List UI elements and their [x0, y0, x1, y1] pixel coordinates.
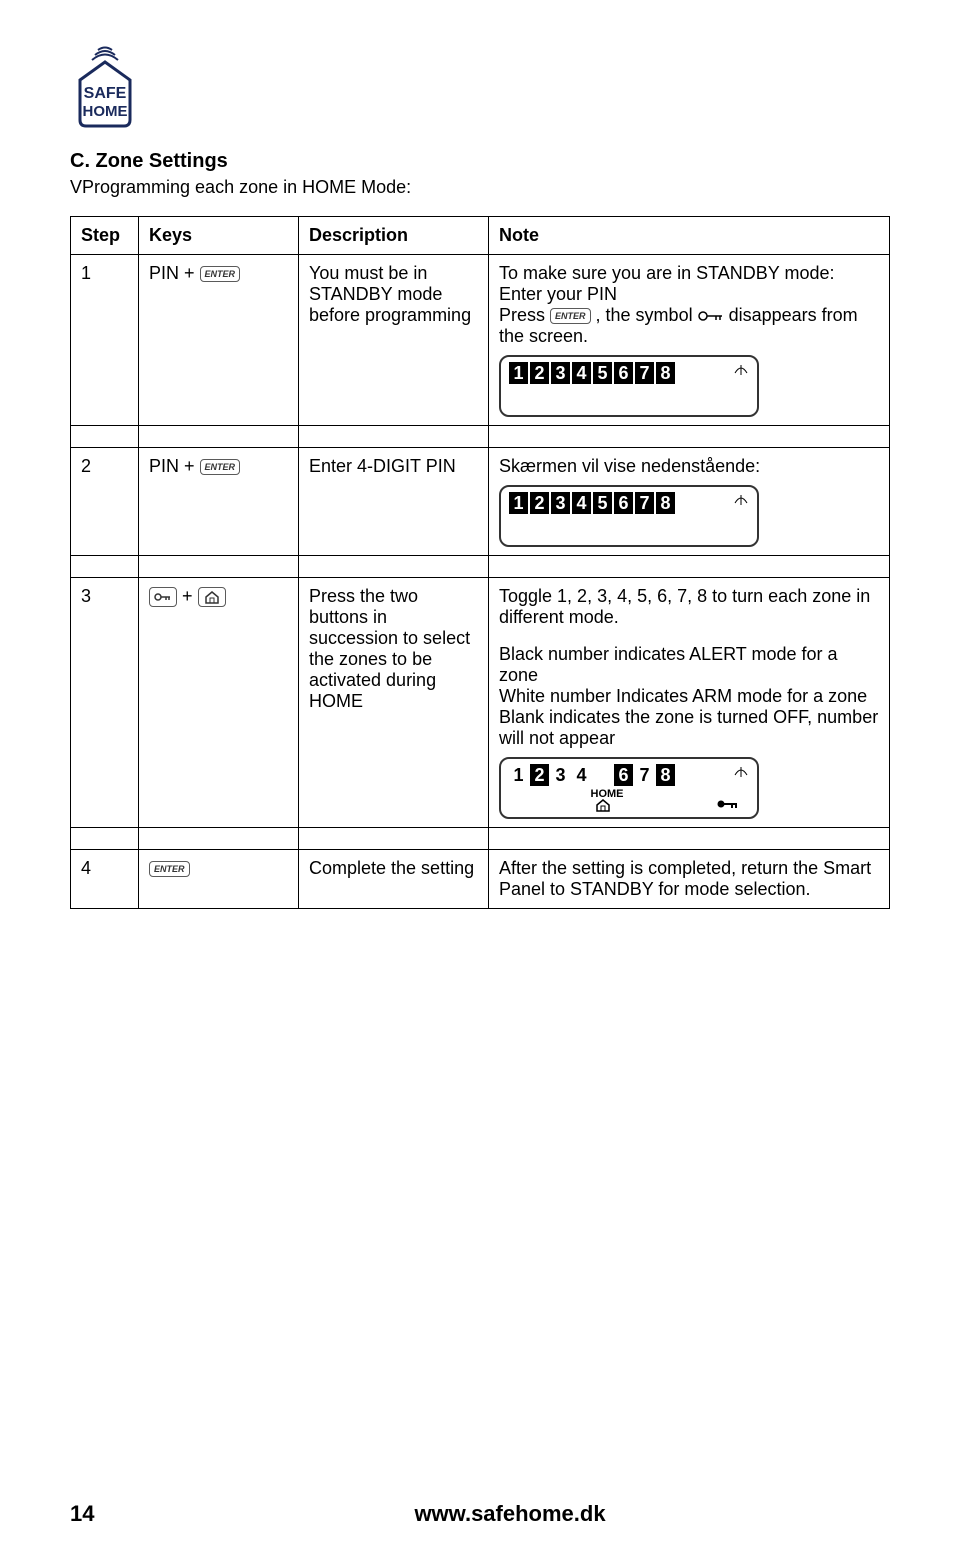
table-row: 4 ENTER Complete the setting After the s…	[71, 850, 890, 909]
lcd-digit: 3	[551, 362, 570, 384]
keys-cell: PIN + ENTER	[139, 448, 299, 556]
table-row: 2 PIN + ENTER Enter 4-DIGIT PIN Skærmen …	[71, 448, 890, 556]
logo-text-1: SAFE	[84, 85, 127, 102]
desc-cell: Complete the setting	[299, 850, 489, 909]
spacer-row	[71, 426, 890, 448]
lcd-display: 12345678 HOME	[499, 757, 759, 819]
keys-cell: ENTER	[139, 850, 299, 909]
lcd-digit: 7	[635, 362, 654, 384]
lcd-digit: 5	[593, 362, 612, 384]
step-num: 4	[71, 850, 139, 909]
lcd-digit: 6	[614, 764, 633, 786]
lcd-digit: 5	[593, 492, 612, 514]
lcd-digit: 4	[572, 492, 591, 514]
lcd-digit: 2	[530, 764, 549, 786]
lcd-digit: 6	[614, 492, 633, 514]
desc-cell: Enter 4-DIGIT PIN	[299, 448, 489, 556]
antenna-icon	[733, 491, 749, 505]
table-row: 3 + Press the two buttons in succession …	[71, 578, 890, 828]
th-note: Note	[489, 217, 890, 255]
key-button-icon	[149, 587, 177, 607]
section-title: C. Zone Settings	[70, 150, 890, 173]
note-text: To make sure you are in STANDBY mode:	[499, 263, 879, 284]
step-num: 3	[71, 578, 139, 828]
note-cell: Toggle 1, 2, 3, 4, 5, 6, 7, 8 to turn ea…	[489, 578, 890, 828]
note-cell: Skærmen vil vise nedenstående: 12345678	[489, 448, 890, 556]
home-icon	[595, 798, 611, 812]
th-desc: Description	[299, 217, 489, 255]
note-cell: To make sure you are in STANDBY mode: En…	[489, 255, 890, 426]
keys-text: PIN +	[149, 263, 200, 283]
logo-text-2: HOME	[83, 103, 128, 120]
step-num: 1	[71, 255, 139, 426]
lcd-digit: 1	[509, 492, 528, 514]
note-text: Skærmen vil vise nedenstående:	[499, 456, 879, 477]
lcd-digit: 3	[551, 764, 570, 786]
lcd-digit: 4	[572, 764, 591, 786]
lcd-digit: 1	[509, 362, 528, 384]
keys-cell: +	[139, 578, 299, 828]
note-text: Press ENTER , the symbol disappears from…	[499, 305, 879, 347]
spacer-row	[71, 828, 890, 850]
lcd-digit: 2	[530, 362, 549, 384]
lcd-digit: 8	[656, 362, 675, 384]
keys-cell: PIN + ENTER	[139, 255, 299, 426]
note-text: Black number indicates ALERT mode for a …	[499, 644, 879, 686]
note-cell: After the setting is completed, return t…	[489, 850, 890, 909]
th-step: Step	[71, 217, 139, 255]
section-subtitle: VProgramming each zone in HOME Mode:	[70, 177, 890, 198]
footer-url: www.safehome.dk	[130, 1501, 890, 1527]
lcd-digit: 1	[509, 764, 528, 786]
note-text: Enter your PIN	[499, 284, 879, 305]
desc-cell: Press the two buttons in succession to s…	[299, 578, 489, 828]
lcd-digit: 8	[656, 492, 675, 514]
steps-table: Step Keys Description Note 1 PIN + ENTER…	[70, 216, 890, 909]
lcd-digit: 8	[656, 764, 675, 786]
note-text: Toggle 1, 2, 3, 4, 5, 6, 7, 8 to turn ea…	[499, 586, 879, 628]
page-number: 14	[70, 1501, 130, 1527]
lcd-digit: 4	[572, 362, 591, 384]
enter-button-icon: ENTER	[149, 861, 190, 877]
step-num: 2	[71, 448, 139, 556]
enter-button-icon: ENTER	[200, 266, 241, 282]
th-keys: Keys	[139, 217, 299, 255]
table-header-row: Step Keys Description Note	[71, 217, 890, 255]
enter-button-icon: ENTER	[200, 459, 241, 475]
lcd-digit: 7	[635, 492, 654, 514]
home-button-icon	[198, 587, 226, 607]
note-text: Blank indicates the zone is turned OFF, …	[499, 707, 879, 749]
lcd-display: 12345678	[499, 355, 759, 417]
antenna-icon	[733, 763, 749, 777]
note-text: White number Indicates ARM mode for a zo…	[499, 686, 879, 707]
plus-text: +	[182, 586, 198, 606]
lcd-digit: 7	[635, 764, 654, 786]
keys-text: PIN +	[149, 456, 200, 476]
page-footer: 14 www.safehome.dk	[0, 1501, 960, 1527]
spacer-row	[71, 556, 890, 578]
antenna-icon	[733, 361, 749, 375]
table-row: 1 PIN + ENTER You must be in STANDBY mod…	[71, 255, 890, 426]
lcd-display: 12345678	[499, 485, 759, 547]
desc-cell: You must be in STANDBY mode before progr…	[299, 255, 489, 426]
lcd-digit: 2	[530, 492, 549, 514]
enter-button-icon: ENTER	[550, 308, 591, 324]
lcd-digit: 6	[614, 362, 633, 384]
key-icon	[717, 798, 739, 810]
safehome-logo: SAFE HOME	[70, 40, 140, 130]
key-symbol-icon	[698, 309, 724, 323]
lcd-digit: 3	[551, 492, 570, 514]
